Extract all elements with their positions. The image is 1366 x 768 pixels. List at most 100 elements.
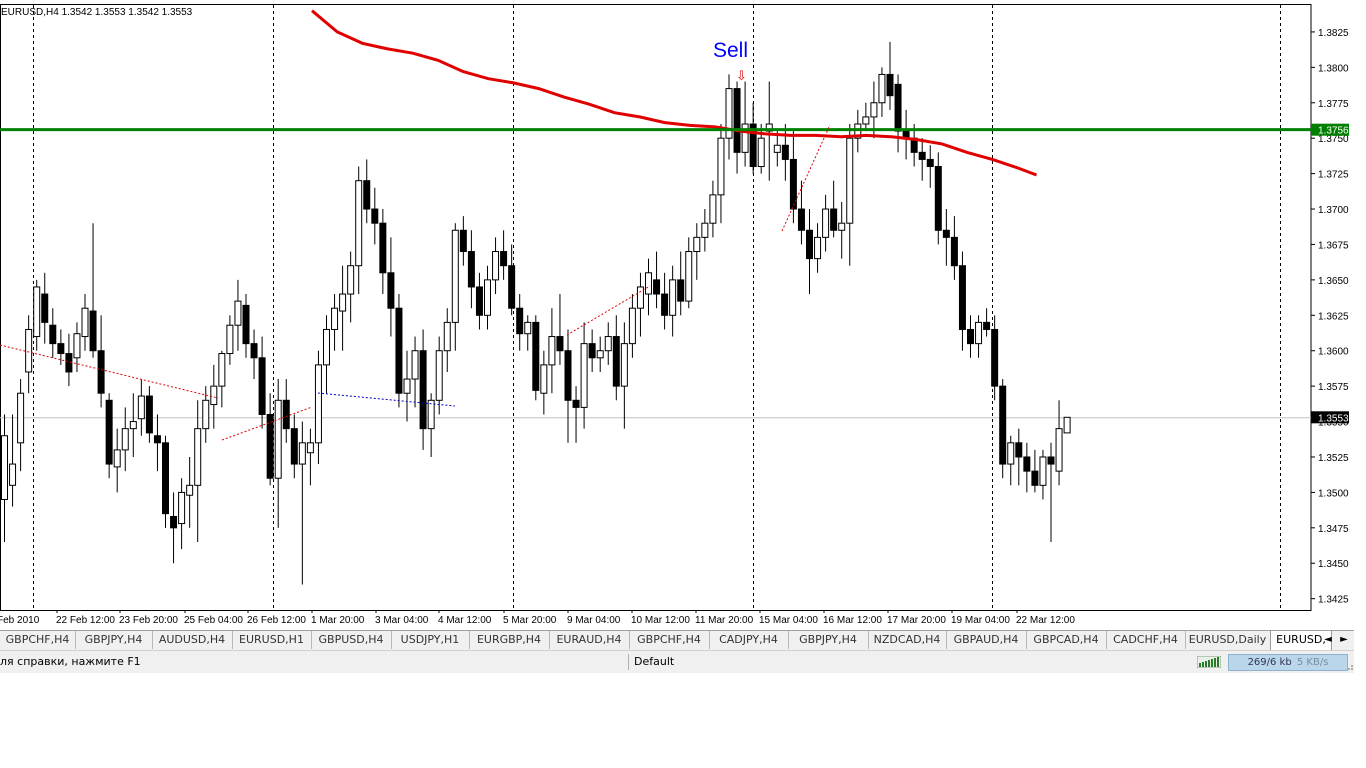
x-tick-label: 9 Mar 04:00 (567, 615, 621, 626)
tab-scroll-right-icon[interactable]: ► (1340, 634, 1348, 645)
candle-body (129, 421, 137, 430)
candle-body (492, 251, 500, 281)
candle-body (596, 350, 604, 359)
y-tick-label: 1.3675 (1318, 240, 1349, 251)
candle-body (467, 251, 475, 288)
y-tick-label: 1.3525 (1318, 453, 1349, 464)
candle-body (17, 392, 25, 444)
candle-body (685, 251, 693, 302)
tab-scroll-left-icon[interactable]: ◄ (1324, 634, 1332, 645)
chart-canvas[interactable]: 1.3825 1.3800 1.3775 1.3750 1.3725 1.3700 1.36… (0, 0, 1366, 630)
status-profile: Default (634, 655, 675, 668)
chart-tab[interactable]: EURAUD,H4 (549, 631, 630, 649)
resize-grip-icon[interactable] (1344, 661, 1354, 671)
price-chart[interactable]: 1.3825 1.3800 1.3775 1.3750 1.3725 1.3700 1.36… (0, 0, 1366, 630)
x-tick-label: 11 Mar 20:00 (695, 615, 754, 626)
y-tick-label: 1.3825 (1318, 28, 1349, 39)
chart-tab[interactable]: EURGBP,H4 (469, 631, 550, 649)
candle-body (934, 166, 942, 231)
candle-body (975, 321, 983, 345)
chart-tab[interactable]: GBPCAD,H4 (1026, 631, 1107, 649)
y-tick-label: 1.3775 (1318, 99, 1349, 110)
chart-tab[interactable]: EURUSD,H1 (232, 631, 312, 649)
x-tick-label: 26 Feb 12:00 (247, 615, 306, 626)
candle-body (677, 279, 685, 302)
candle-body (194, 428, 202, 486)
x-tick-label: 22 Feb 12:00 (56, 615, 115, 626)
candle-body (137, 395, 145, 420)
candle-body (870, 102, 878, 118)
chart-tab[interactable]: GBPCHF,H4 (0, 631, 76, 649)
sell-arrow-icon: ⇩ (736, 69, 747, 84)
candle-body (1015, 442, 1023, 458)
candle-body (435, 350, 443, 401)
candle-body (830, 208, 838, 231)
candle-body (958, 265, 966, 330)
candle-body (403, 378, 411, 394)
zigzag-red-line (781, 124, 831, 232)
chart-tab[interactable]: AUDUSD,H4 (152, 631, 233, 649)
candle-body (733, 88, 741, 153)
chart-tab[interactable]: GBPCHF,H4 (629, 631, 710, 649)
candle-body (1023, 456, 1031, 472)
candle-body (25, 328, 33, 373)
candle-body (757, 137, 765, 168)
candle-body (226, 324, 234, 355)
chart-tab[interactable]: EURUSD, (1270, 631, 1332, 651)
y-tick-label: 1.3800 (1318, 63, 1349, 74)
candle-body (701, 222, 709, 238)
x-tick-label: 3 Mar 04:00 (375, 615, 429, 626)
status-bar: ля справки, нажмите F1 Default 269/6 kb … (0, 650, 1354, 673)
candle-body (258, 357, 266, 415)
status-divider (628, 654, 629, 670)
candle-body (1031, 470, 1039, 486)
candle-body (540, 364, 548, 394)
chart-tab[interactable]: NZDCAD,H4 (868, 631, 947, 649)
x-tick-label: 10 Mar 12:00 (631, 615, 690, 626)
x-tick-label: 1 Mar 20:00 (311, 615, 365, 626)
current-price-tag (1311, 411, 1349, 424)
chart-tab[interactable]: EURUSD,Daily (1185, 631, 1271, 649)
status-help-text: ля справки, нажмите F1 (0, 655, 141, 668)
candle-body (105, 399, 113, 465)
candle-body (387, 272, 395, 309)
candle-body (532, 321, 540, 391)
candle-body (717, 137, 725, 196)
chart-tab[interactable]: CADJPY,H4 (709, 631, 789, 649)
x-tick-label: 16 Mar 12:00 (823, 615, 882, 626)
chart-tab[interactable]: USDJPY,H1 (391, 631, 470, 649)
y-tick-label: 1.3450 (1318, 559, 1349, 570)
candle-body (178, 491, 186, 525)
candle-body (661, 293, 669, 316)
candle-body (484, 279, 491, 316)
candle-body (266, 413, 274, 479)
candle-body (572, 399, 580, 408)
chart-tab[interactable]: GBPJPY,H4 (788, 631, 869, 649)
chart-tabs-bar: GBPCHF,H4 GBPJPY,H4 AUDUSD,H4 EURUSD,H1 GBPU… (0, 630, 1354, 651)
x-tick-label: 25 Feb 04:00 (184, 615, 243, 626)
candle-body (41, 293, 49, 323)
candle-body (709, 194, 717, 224)
candle-body (250, 343, 258, 359)
connection-status[interactable]: 269/6 kb 5 KB/s (1228, 654, 1348, 671)
chart-tab[interactable]: CADCHF,H4 (1106, 631, 1186, 649)
candle-body (121, 428, 129, 451)
candle-body (653, 279, 661, 295)
y-tick-label: 1.3650 (1318, 276, 1349, 287)
x-tick-label: 23 Feb 20:00 (119, 615, 178, 626)
candle-body (967, 328, 974, 345)
candle-body (49, 324, 57, 345)
candle-body (878, 73, 886, 104)
candle-body (282, 399, 290, 430)
candle-body (548, 336, 556, 366)
candle-body (508, 265, 516, 309)
chart-tab[interactable]: GBPAUD,H4 (946, 631, 1027, 649)
candle-body (306, 442, 314, 454)
candle-body (57, 343, 65, 355)
chart-tab[interactable]: GBPJPY,H4 (75, 631, 153, 649)
chart-tab[interactable]: GBPUSD,H4 (311, 631, 392, 649)
candle-body (1055, 428, 1063, 472)
candle-body (33, 286, 41, 338)
candle-body (814, 236, 822, 260)
candle-body (604, 336, 612, 352)
